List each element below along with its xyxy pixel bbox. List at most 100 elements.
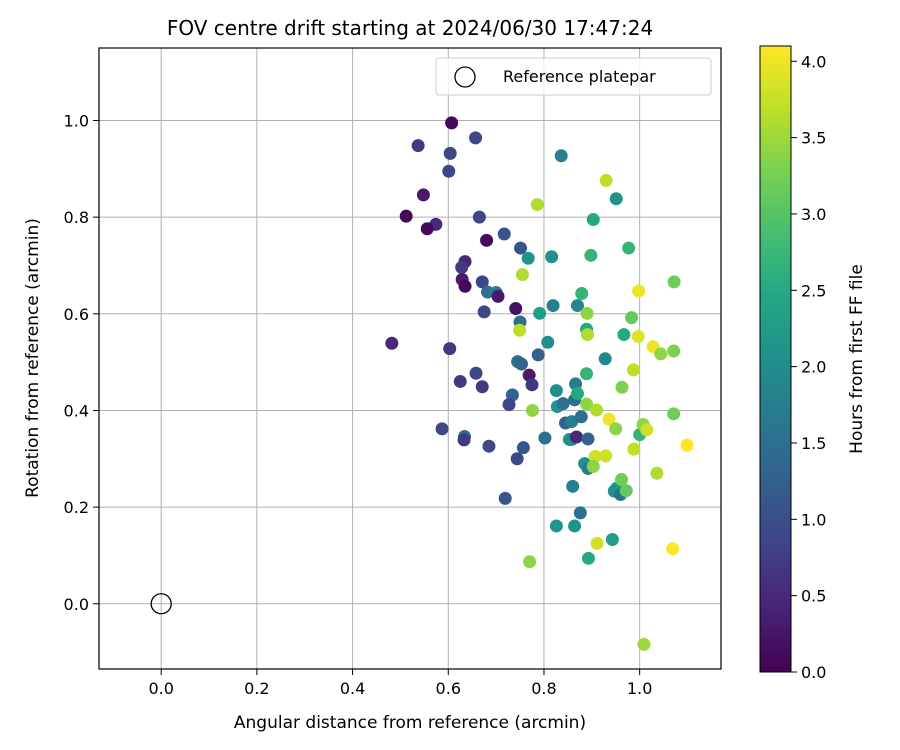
data-point [475, 275, 489, 289]
data-point [615, 380, 629, 394]
data-point [510, 452, 524, 466]
data-point [475, 380, 489, 394]
data-point [581, 551, 595, 565]
data-point [574, 410, 588, 424]
data-point [570, 430, 584, 444]
data-point [666, 542, 680, 556]
x-tick-label: 0.2 [244, 679, 269, 698]
colorbar-tick-label: 3.0 [801, 205, 826, 224]
data-point [480, 233, 494, 247]
colorbar [759, 45, 792, 673]
data-point [541, 335, 555, 349]
data-point [498, 491, 512, 505]
data-point [546, 299, 560, 313]
data-point [469, 131, 483, 145]
data-point [581, 328, 595, 342]
data-point [523, 555, 537, 569]
data-point [531, 348, 545, 362]
data-point [443, 146, 457, 160]
x-tick-label: 1.0 [627, 679, 652, 698]
data-point [435, 422, 449, 436]
data-point [580, 306, 594, 320]
data-point [525, 403, 539, 417]
data-point [599, 449, 613, 463]
data-point [581, 432, 595, 446]
data-point [667, 407, 681, 421]
x-axis-ticks: 0.0 0.2 0.4 0.6 0.8 1.0 [148, 669, 652, 698]
y-tick-label: 0.0 [64, 595, 89, 614]
data-point [609, 192, 623, 206]
data-point [570, 387, 584, 401]
data-point [614, 473, 628, 487]
data-point [609, 422, 623, 436]
legend-box [435, 57, 712, 96]
data-point [637, 637, 651, 651]
data-point [502, 398, 516, 412]
y-tick-label: 0.2 [64, 498, 89, 517]
data-point [416, 188, 430, 202]
colorbar-tick-label: 1.0 [801, 510, 826, 529]
data-point [472, 210, 486, 224]
data-point [554, 149, 568, 163]
colorbar-tick-label: 0.0 [801, 663, 826, 682]
data-point [538, 431, 552, 445]
data-points [385, 116, 694, 651]
data-point [654, 347, 668, 361]
data-point [521, 251, 535, 265]
data-point [443, 342, 457, 356]
data-point [622, 241, 636, 255]
data-point [515, 268, 529, 282]
data-point [680, 438, 694, 452]
y-tick-label: 0.8 [64, 208, 89, 227]
data-point [569, 377, 583, 391]
data-point [632, 284, 646, 298]
data-point [619, 484, 633, 498]
data-point [516, 441, 530, 455]
data-point [667, 344, 681, 358]
colorbar-ticks: 0.0 0.5 1.0 1.5 2.0 2.5 3.0 3.5 4.0 [791, 52, 826, 682]
data-point [399, 209, 413, 223]
y-axis-ticks: 0.0 0.2 0.4 0.6 0.8 1.0 [64, 111, 99, 614]
data-point [497, 227, 511, 241]
data-point [598, 352, 612, 366]
legend-label-reference: Reference platepar [503, 67, 656, 86]
y-tick-label: 0.6 [64, 305, 89, 324]
data-point [549, 519, 563, 533]
data-point [640, 423, 654, 437]
data-point [442, 164, 456, 178]
data-point [491, 289, 505, 303]
y-tick-label: 1.0 [64, 111, 89, 130]
x-tick-label: 0.8 [531, 679, 556, 698]
x-tick-label: 0.6 [436, 679, 461, 698]
plot-frame [98, 47, 722, 670]
data-point [469, 366, 483, 380]
legend: Reference platepar [435, 57, 712, 96]
data-point [566, 479, 580, 493]
colorbar-tick-label: 3.5 [801, 129, 826, 148]
data-point [411, 139, 425, 153]
data-point [586, 213, 600, 227]
data-point [458, 279, 472, 293]
data-point [525, 378, 539, 392]
reference-platepar-marker [150, 593, 172, 615]
data-point [631, 330, 645, 344]
data-point [477, 305, 491, 319]
data-point [455, 260, 469, 274]
data-point [617, 328, 631, 342]
data-point [575, 287, 589, 301]
data-point [514, 241, 528, 255]
data-point [605, 532, 619, 546]
data-point [445, 116, 459, 130]
data-point [514, 357, 528, 371]
colorbar-tick-label: 2.0 [801, 358, 826, 377]
data-point [584, 248, 598, 262]
data-point [580, 367, 594, 381]
colorbar-label: Hours from first FF file [847, 264, 867, 454]
colorbar-tick-label: 0.5 [801, 587, 826, 606]
data-point [599, 173, 613, 187]
data-point [667, 275, 681, 289]
data-point [568, 519, 582, 533]
data-point [602, 412, 616, 426]
data-point [590, 403, 604, 417]
